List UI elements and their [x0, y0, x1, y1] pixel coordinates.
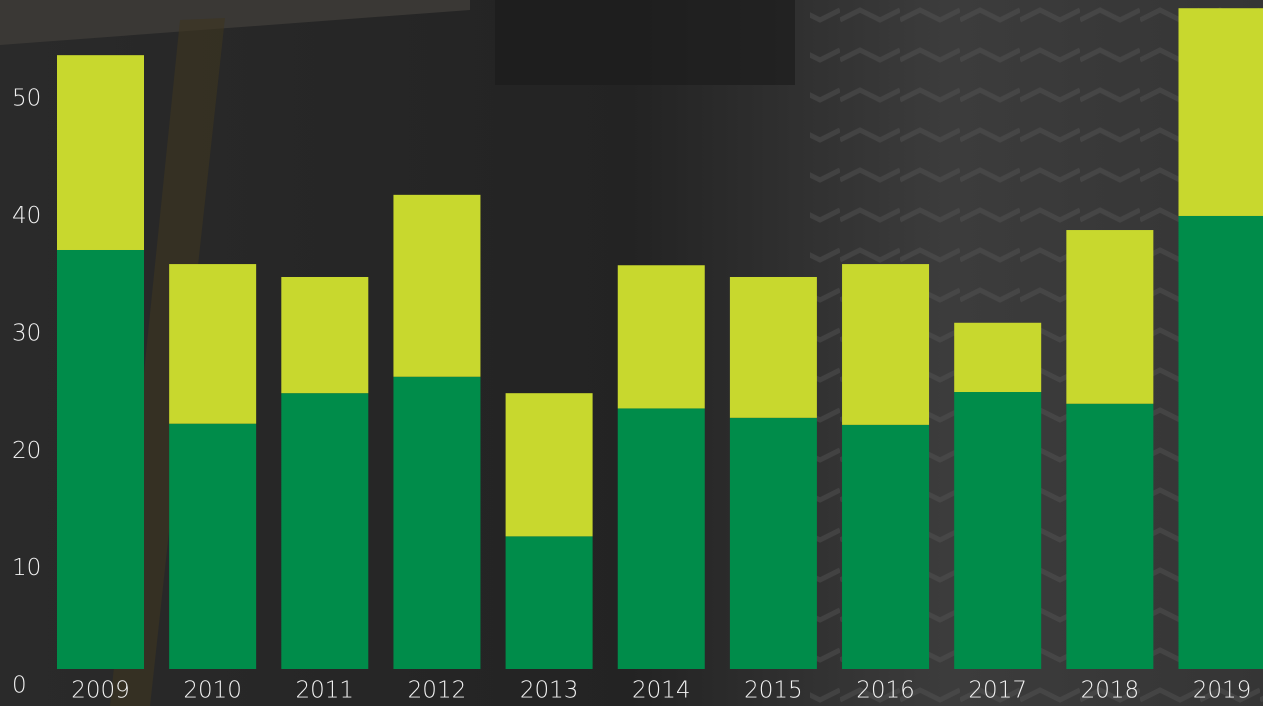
- bar-segment: [169, 264, 257, 424]
- bar-segment: [954, 392, 1042, 669]
- x-tick-label: 2015: [744, 678, 803, 704]
- bar-segment: [1178, 8, 1263, 216]
- bar-segment: [842, 424, 930, 669]
- bar-segment: [57, 249, 144, 669]
- bar-segment: [169, 423, 257, 669]
- bar-segment: [1066, 230, 1154, 404]
- y-tick-label: 0: [12, 673, 27, 699]
- y-tick-label: 40: [12, 203, 41, 229]
- shadow: [495, 0, 795, 85]
- x-tick-label: 2011: [296, 678, 355, 704]
- x-tick-label: 2009: [71, 678, 130, 704]
- x-tick-label: 2014: [632, 678, 691, 704]
- bar-segment: [505, 536, 593, 669]
- bar-segment: [729, 276, 817, 418]
- x-tick-label: 2013: [520, 678, 579, 704]
- bar-segment: [842, 264, 930, 425]
- x-tick-label: 2017: [968, 678, 1027, 704]
- bar-segment: [281, 276, 369, 394]
- x-tick-label: 2012: [408, 678, 467, 704]
- bar-segment: [1178, 215, 1263, 670]
- y-tick-label: 10: [12, 555, 41, 581]
- x-tick-label: 2019: [1193, 678, 1252, 704]
- x-tick-label: 2016: [856, 678, 915, 704]
- bar-segment: [393, 194, 481, 377]
- x-tick-label: 2010: [183, 678, 242, 704]
- y-tick-label: 30: [12, 320, 41, 346]
- bar-segment: [505, 393, 593, 537]
- x-tick-label: 2018: [1081, 678, 1140, 704]
- y-tick-label: 20: [12, 438, 41, 464]
- bar-segment: [617, 408, 705, 669]
- bar-segment: [1066, 403, 1154, 669]
- curb: [0, 0, 470, 45]
- bar-segment: [954, 322, 1042, 393]
- bar-segment: [393, 376, 481, 669]
- bar-segment: [281, 393, 369, 669]
- y-tick-label: 50: [12, 86, 41, 112]
- bar-segment: [729, 417, 817, 669]
- bar-segment: [57, 55, 144, 250]
- bar-segment: [617, 265, 705, 409]
